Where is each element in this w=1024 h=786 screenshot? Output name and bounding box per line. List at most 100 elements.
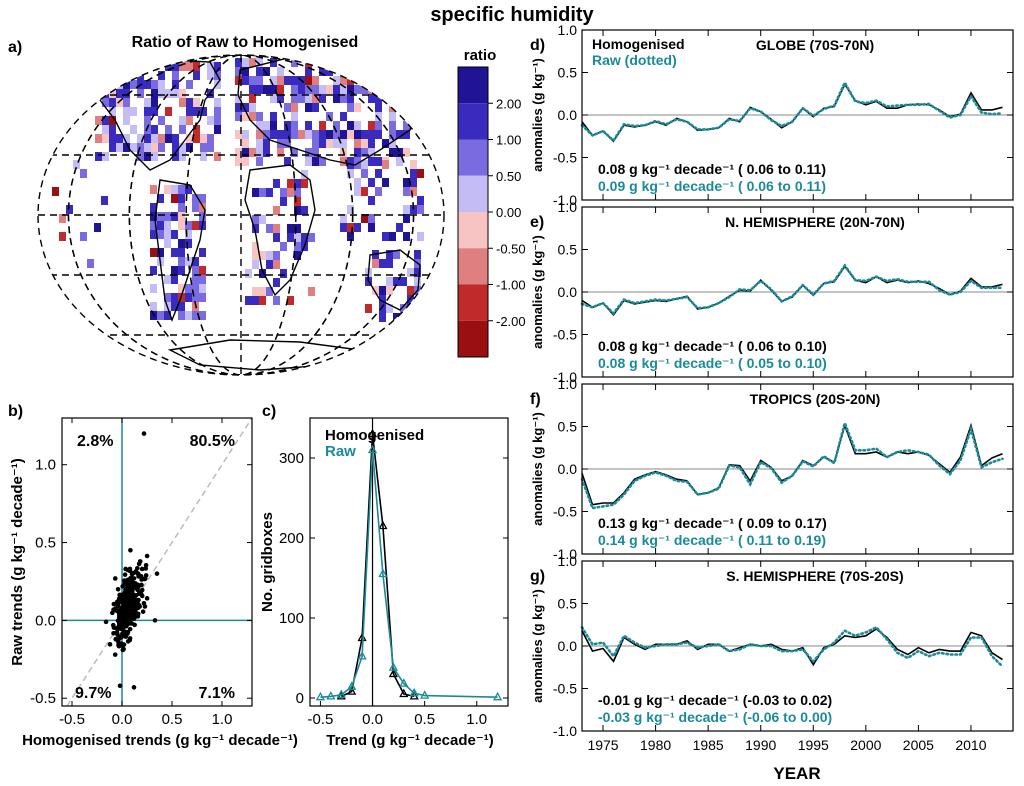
- map-gridbox: [347, 76, 354, 85]
- map-gridbox: [116, 134, 123, 143]
- map-gridbox: [245, 296, 252, 305]
- map-gridbox: [291, 103, 298, 112]
- map-gridbox: [287, 224, 294, 233]
- scatter-point: [112, 576, 118, 581]
- map-gridbox: [158, 116, 165, 125]
- map-gridbox: [347, 85, 354, 94]
- map-gridbox: [171, 248, 178, 257]
- map-gridbox: [172, 89, 179, 98]
- map-gridbox: [361, 130, 368, 139]
- map-gridbox: [368, 139, 375, 148]
- map-gridbox: [214, 125, 221, 134]
- scatter-point: [142, 604, 148, 609]
- map-gridbox: [308, 287, 315, 296]
- map-gridbox: [259, 215, 266, 224]
- series-marker: [492, 691, 503, 701]
- region-title: S. HEMISPHERE (70S-20S): [726, 568, 903, 584]
- scatter-point: [111, 601, 117, 607]
- y-tick-label: 100: [279, 610, 304, 627]
- map-gridbox: [252, 215, 259, 224]
- map-gridbox: [95, 152, 102, 161]
- map-gridbox: [410, 169, 417, 178]
- map-gridbox: [312, 148, 319, 157]
- map-gridbox: [389, 112, 396, 121]
- map-gridbox: [361, 67, 368, 76]
- map-gridbox: [361, 160, 368, 169]
- map-coastline: [367, 249, 421, 311]
- map-gridbox: [186, 62, 193, 71]
- map-gridbox: [151, 143, 158, 152]
- map-gridbox: [287, 188, 294, 197]
- x-tick-label: 0.0: [112, 711, 133, 728]
- map-gridbox: [354, 67, 361, 76]
- map-gridbox: [157, 311, 164, 320]
- map-gridbox: [130, 125, 137, 134]
- y-axis-label: anomalies (g kg⁻¹): [530, 235, 545, 349]
- map-gridbox: [396, 148, 403, 157]
- x-tick-label: 1980: [640, 737, 671, 753]
- map-gridbox: [340, 214, 347, 223]
- scatter-point: [120, 643, 125, 649]
- map-gridbox: [249, 85, 256, 94]
- map-gridbox: [294, 179, 301, 188]
- scatter-point: [138, 574, 144, 579]
- map-gridbox: [270, 121, 277, 130]
- map-gridbox: [102, 152, 109, 161]
- map-gridbox: [178, 203, 185, 212]
- scatter-point: [122, 572, 128, 577]
- map-gridbox: [150, 185, 157, 194]
- x-axis-label: Homogenised trends (g kg⁻¹ decade⁻¹): [22, 732, 298, 749]
- scatter-point: [134, 603, 140, 609]
- trend-raw: 0.14 g kg⁻¹ decade⁻¹ ( 0.11 to 0.19): [598, 532, 826, 548]
- map-gridbox: [319, 85, 326, 94]
- scatter-point: [154, 571, 160, 576]
- map-gridbox: [277, 130, 284, 139]
- scatter-point: [144, 553, 150, 559]
- map-gridbox: [199, 311, 206, 320]
- y-tick-label: -0.5: [553, 150, 577, 166]
- x-axis-label: Trend (g kg⁻¹ decade⁻¹): [326, 732, 494, 749]
- map-gridbox: [179, 152, 186, 161]
- map-gridbox: [379, 313, 386, 322]
- map-gridbox: [340, 130, 347, 139]
- scatter-point: [117, 683, 123, 689]
- map-gridbox: [192, 257, 199, 266]
- map-gridbox: [123, 116, 130, 125]
- map-gridbox: [199, 275, 206, 284]
- y-tick-label: -1.0: [553, 192, 577, 208]
- map-gridbox: [291, 85, 298, 94]
- map-gridbox: [340, 139, 347, 148]
- map-gridbox: [165, 134, 172, 143]
- map-gridbox: [123, 89, 130, 98]
- map-gridbox: [193, 62, 200, 71]
- map-gridbox: [199, 212, 206, 221]
- graticule-meridian: [67, 55, 415, 375]
- trend-homogenised: 0.13 g kg⁻¹ decade⁻¹ ( 0.09 to 0.17): [598, 515, 827, 531]
- map-gridbox: [242, 67, 249, 76]
- map-gridbox: [375, 103, 382, 112]
- map-gridbox: [273, 251, 280, 260]
- map-gridbox: [382, 160, 389, 169]
- scatter-point: [114, 637, 120, 642]
- map-gridbox: [305, 121, 312, 130]
- scatter-point: [135, 582, 141, 588]
- map-gridbox: [294, 197, 301, 206]
- panel-a-map: a) Ratio of Raw to Homogenised ratio 2.00 1.…: [8, 34, 526, 376]
- map-gridbox: [192, 221, 199, 230]
- map-gridbox: [298, 94, 305, 103]
- y-tick-label: 1.0: [558, 376, 578, 392]
- colorbar-swatch: [458, 175, 488, 212]
- map-gridbox: [178, 266, 185, 275]
- map-gridbox: [157, 194, 164, 203]
- map-gridbox: [396, 223, 403, 232]
- map-gridbox: [347, 121, 354, 130]
- map-gridbox: [186, 80, 193, 89]
- map-gridbox: [252, 188, 259, 197]
- map-gridbox: [252, 296, 259, 305]
- map-gridbox: [144, 143, 151, 152]
- map-gridbox: [256, 157, 263, 166]
- map-gridbox: [414, 313, 421, 322]
- y-axis-label: No. gridboxes: [259, 512, 276, 612]
- map-gridbox: [368, 67, 375, 76]
- series-marker: [420, 690, 430, 699]
